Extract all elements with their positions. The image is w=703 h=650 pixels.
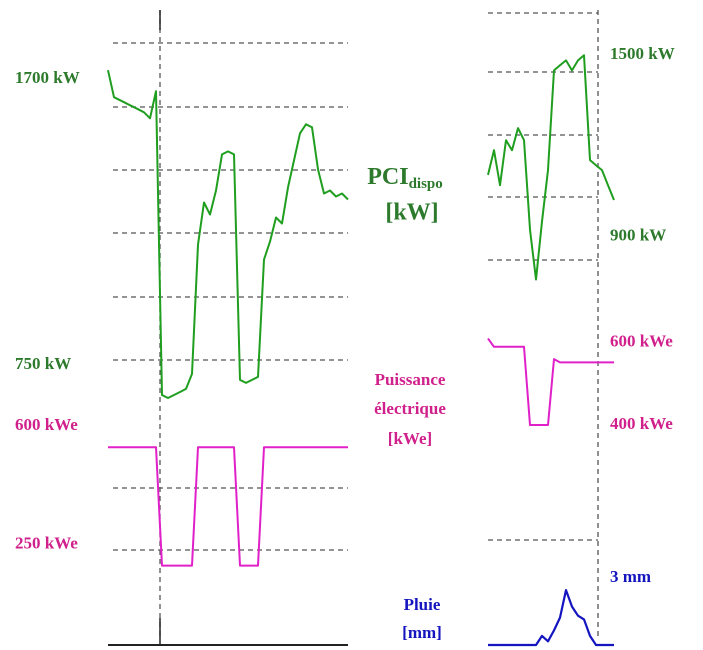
y-tick-label: 600 kWe — [610, 332, 673, 351]
rain-label: Pluie — [404, 595, 441, 614]
series-line — [487, 54, 615, 281]
pci-unit: [kW] — [385, 200, 438, 226]
y-tick-label: 750 kW — [15, 354, 71, 373]
series-line — [488, 589, 614, 647]
series-line — [108, 446, 348, 567]
y-tick-label: 1700 kW — [15, 68, 80, 87]
pci-name: PCI — [367, 164, 408, 190]
power-label: Puissance — [375, 370, 446, 389]
y-tick-label: 900 kW — [610, 225, 666, 244]
y-tick-label: 400 kWe — [610, 414, 673, 433]
y-tick-label: 600 kWe — [15, 415, 78, 434]
pci-sub: dispo — [409, 176, 443, 192]
pci-label: PCIdispo — [367, 164, 443, 193]
series-line — [107, 69, 349, 399]
series-line — [487, 337, 614, 426]
power-label: électrique — [374, 399, 446, 418]
y-tick-label: 250 kWe — [15, 533, 78, 552]
y-tick-label: 3 mm — [610, 567, 651, 586]
guides — [108, 10, 599, 646]
y-tick-label: 1500 kW — [610, 44, 675, 63]
rain-unit: [mm] — [402, 623, 442, 642]
power-unit: [kWe] — [388, 429, 432, 448]
